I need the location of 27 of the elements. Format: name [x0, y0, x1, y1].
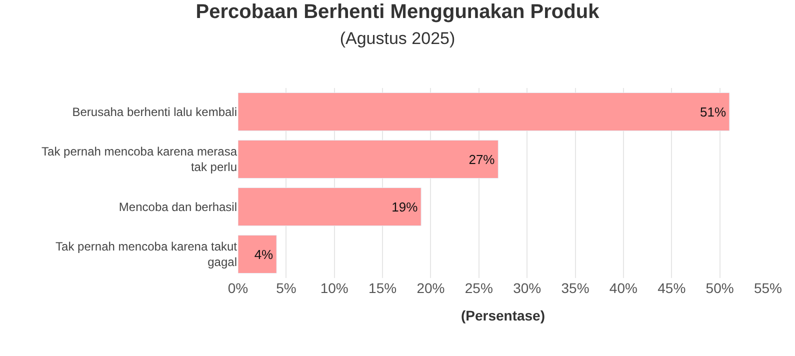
chart-subtitle: (Agustus 2025) — [340, 28, 456, 48]
x-tick-label: 5% — [276, 280, 296, 296]
bar — [238, 140, 498, 178]
x-tick-label: 25% — [464, 280, 493, 296]
data-label: 19% — [392, 199, 418, 214]
chart-title: Percobaan Berhenti Menggunakan Produk — [196, 0, 600, 23]
x-tick-label: 0% — [228, 280, 248, 296]
bar — [238, 235, 277, 274]
y-tick-label: Tak pernah mencoba karena merasa tak perlu — [42, 144, 238, 174]
x-tick-label: 55% — [754, 280, 782, 296]
x-tick-label: 50% — [706, 280, 734, 296]
bar — [238, 92, 730, 131]
data-label: 27% — [468, 152, 496, 167]
data-label: 4% — [254, 246, 274, 262]
x-tick-label: 45% — [658, 280, 686, 296]
y-tick-label: Berusaha berhenti lalu kembali — [72, 104, 237, 119]
x-tick-label: 35% — [561, 280, 590, 296]
data-label: 51% — [700, 104, 726, 120]
y-tick-label: Mencoba dan berhasil — [118, 200, 237, 214]
y-tick-label: Tak pernah mencoba karena takut gagal — [56, 240, 238, 270]
x-tick-label: 15% — [368, 280, 397, 296]
x-tick-label: 20% — [416, 280, 445, 296]
x-tick-label: 40% — [609, 280, 638, 296]
x-tick-label: 30% — [513, 280, 542, 296]
x-axis-title: (Persentase) — [460, 307, 546, 324]
x-tick-label: 10% — [320, 280, 348, 296]
bar — [238, 188, 422, 226]
